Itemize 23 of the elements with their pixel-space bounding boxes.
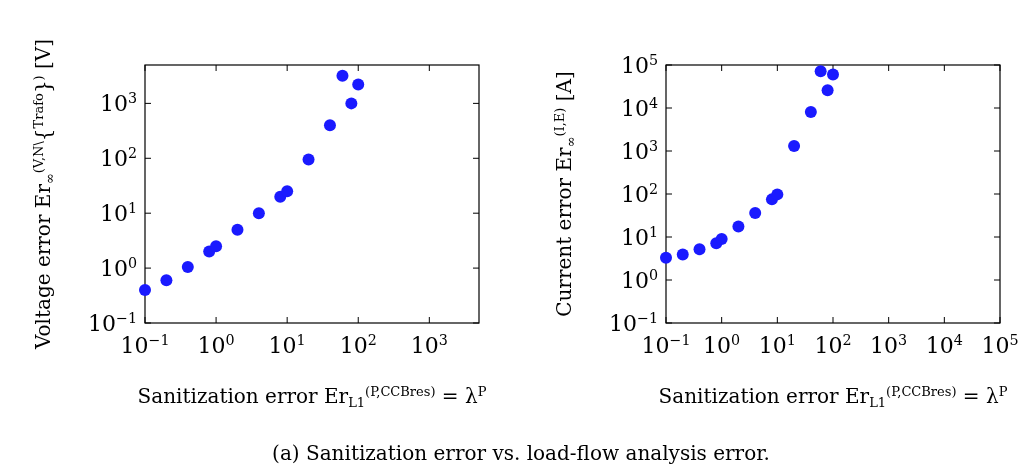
- x-tick-label: 10$^{5}$: [981, 332, 1019, 358]
- x-tick-label: 10$^{4}$: [925, 332, 963, 358]
- x-tick-label: 10$^{0}$: [197, 332, 235, 358]
- x-tick-label: 10$^{1}$: [758, 332, 796, 358]
- x-axis-title: Sanitization error Er$_{L1}$$^{(P,CCBres)}$ = λ$^{P}$: [137, 383, 487, 410]
- y-tick-label: 10$^{0}$: [99, 255, 137, 282]
- x-tick-label: 10$^{2}$: [814, 332, 852, 358]
- x-tick-label: 10$^{3}$: [410, 332, 448, 358]
- x-tick-label: 10$^{1}$: [268, 332, 306, 358]
- y-tick-label: 10$^{0}$: [620, 267, 658, 293]
- x-tick-label: 10$^{0}$: [703, 332, 741, 358]
- y-tick-label: 10$^{1}$: [99, 200, 137, 227]
- text: (a) Sanitization error vs. load-flow analysis error.: [272, 441, 770, 465]
- x-tick-label: 10$^{2}$: [339, 332, 377, 358]
- x-tick-label: 10$^{3}$: [870, 332, 908, 358]
- y-tick-label: 10$^{2}$: [99, 145, 137, 172]
- y-tick-label: 10$^{3}$: [620, 138, 658, 164]
- x-axis-title: Sanitization error Er$_{L1}$$^{(P,CCBres)}$ = λ$^{P}$: [658, 383, 1008, 410]
- y-tick-label: 10$^{2}$: [620, 181, 658, 207]
- y-tick-label: 10$^{1}$: [620, 224, 658, 250]
- y-tick-label: 10$^{5}$: [620, 52, 658, 78]
- y-tick-label: 10$^{3}$: [99, 90, 137, 117]
- y-tick-label: 10$^{4}$: [620, 95, 658, 121]
